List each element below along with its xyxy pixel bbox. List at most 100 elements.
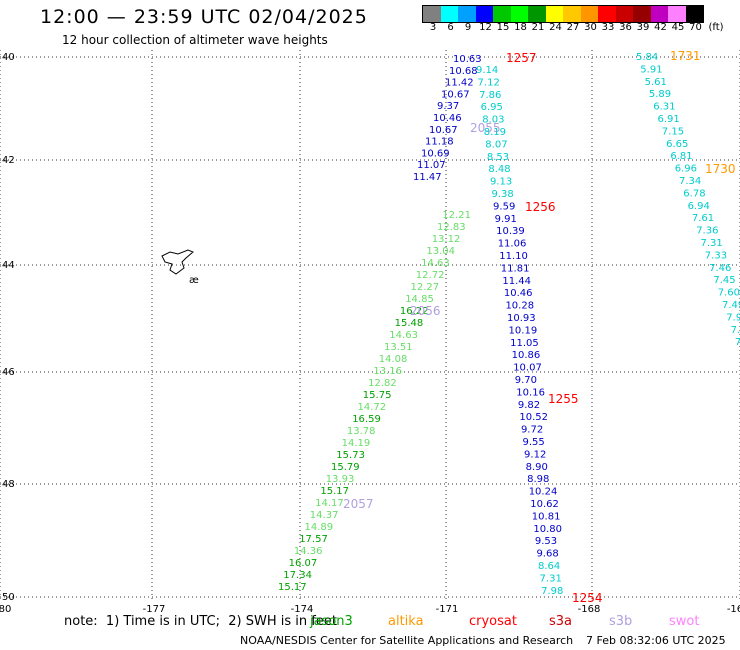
satellite-s3b: s3b: [609, 614, 633, 629]
swh-value: 8.07: [485, 139, 507, 150]
timestamp-text: 7 Feb 08:32:06 UTC 2025: [586, 634, 726, 647]
swh-value: 14.17: [315, 498, 344, 509]
legend-swatch: [458, 6, 476, 22]
lon-label: -171: [436, 604, 459, 615]
swh-value: 15.48: [395, 318, 424, 329]
swh-value: 16.22: [400, 306, 429, 317]
legend-label: 30: [584, 22, 597, 33]
swh-value: 5.89: [649, 89, 671, 100]
swh-value: 7.86: [479, 90, 501, 101]
legend-swatch: [528, 6, 546, 22]
swh-value: 12.83: [437, 222, 466, 233]
satellite-cryosat: cryosat: [469, 614, 517, 629]
swh-value: 6.95: [481, 102, 503, 113]
legend-swatch: [423, 6, 441, 22]
swh-value: 15.17: [278, 582, 307, 593]
swh-value: 7.61: [692, 213, 714, 224]
legend-label: 39: [636, 22, 650, 33]
swh-value: 15.79: [331, 462, 360, 473]
swh-value: 9.13: [490, 177, 512, 188]
swh-value: 13.12: [432, 234, 461, 245]
swh-value: 11.18: [425, 137, 454, 148]
swh-value: 9.37: [437, 101, 459, 112]
swh-value: 9.12: [524, 449, 546, 460]
swh-value: 7.60: [718, 288, 740, 299]
swh-value: 8.98: [527, 474, 549, 485]
time-label: 2057: [343, 497, 374, 511]
legend-label: 70: [689, 22, 702, 33]
swh-value: 7.33: [705, 250, 727, 261]
swh-value: 14.89: [305, 522, 334, 533]
swh-value: 7.15: [662, 126, 684, 137]
legend-swatch: [668, 6, 686, 22]
swh-value: 7.31: [701, 238, 723, 249]
swh-value: 14.36: [294, 546, 323, 557]
color-legend: [422, 5, 704, 23]
swh-value: 10.52: [519, 412, 548, 423]
swh-value: 5.91: [640, 64, 662, 75]
swh-value: 7.45: [713, 275, 735, 286]
map-grid: [0, 50, 740, 600]
legend-label: 6: [447, 22, 454, 33]
lat-label: 48: [2, 479, 15, 490]
swh-value: 14.19: [342, 438, 371, 449]
swh-value: 6.78: [683, 188, 705, 199]
swh-value: 9.70: [515, 375, 537, 386]
swh-value: 9.82: [518, 400, 540, 411]
legend-swatch: [475, 6, 493, 22]
swh-value: 6.96: [675, 164, 697, 175]
swh-value: 7.9: [726, 312, 740, 323]
swh-value: 7.: [735, 337, 740, 348]
swh-value: 10.93: [507, 313, 536, 324]
swh-value: 7.98: [541, 586, 563, 597]
swh-value: 10.80: [533, 524, 562, 535]
lat-label: 40: [2, 52, 15, 63]
swh-value: 14.72: [358, 402, 387, 413]
swh-value: 10.81: [532, 511, 561, 522]
swh-value: 11.10: [499, 251, 528, 262]
legend-swatch: [510, 6, 528, 22]
legend-swatch: [650, 6, 668, 22]
swh-value: 11.81: [501, 263, 530, 274]
legend-swatch: [493, 6, 511, 22]
swh-value: 13.93: [326, 474, 355, 485]
legend-swatch: [615, 6, 633, 22]
time-label: 1731: [670, 49, 701, 63]
swh-value: 6.65: [666, 139, 688, 150]
credit-text: NOAA/NESDIS Center for Satellite Applica…: [240, 634, 574, 647]
island-outline: æ: [161, 249, 199, 286]
legend-label: 3: [429, 22, 437, 33]
legend-swatch: [633, 6, 651, 22]
lat-label: 46: [2, 367, 15, 378]
swh-value: 10.46: [504, 288, 533, 299]
lon-label: -177: [143, 604, 166, 615]
swh-value: 10.69: [421, 148, 450, 159]
swh-value: 17.34: [283, 570, 312, 581]
legend-swatch: [545, 6, 563, 22]
swh-value: 10.63: [453, 54, 482, 65]
swh-value: 16.07: [289, 558, 318, 569]
swh-value: 7.12: [478, 77, 500, 88]
satellite-swot: swot: [669, 614, 700, 629]
swh-value: 14.37: [310, 510, 339, 521]
legend-label: 24: [549, 22, 562, 33]
swh-value: 7.: [731, 325, 740, 336]
time-label: 1255: [548, 392, 579, 406]
swh-value: 11.44: [502, 276, 531, 287]
swh-value: 14.08: [379, 354, 408, 365]
swh-value: 17.57: [299, 534, 328, 545]
lat-label: 44: [2, 260, 15, 271]
swh-value: 7.49: [722, 300, 740, 311]
legend-label: 21: [531, 22, 545, 33]
swh-value: 9.14: [476, 65, 498, 76]
swh-value: 12.27: [411, 282, 440, 293]
lon-label: -168: [578, 604, 601, 615]
swh-value: 10.07: [513, 363, 542, 374]
legend-unit: (ft): [708, 22, 724, 33]
legend-label: 42: [654, 22, 667, 33]
swh-value: 9.68: [536, 549, 558, 560]
swh-value: 8.19: [484, 127, 506, 138]
altimeter-tracks: 15.1717.3416.0714.3617.5714.8914.3714.17…: [278, 49, 740, 605]
swh-value: 10.86: [512, 350, 541, 361]
